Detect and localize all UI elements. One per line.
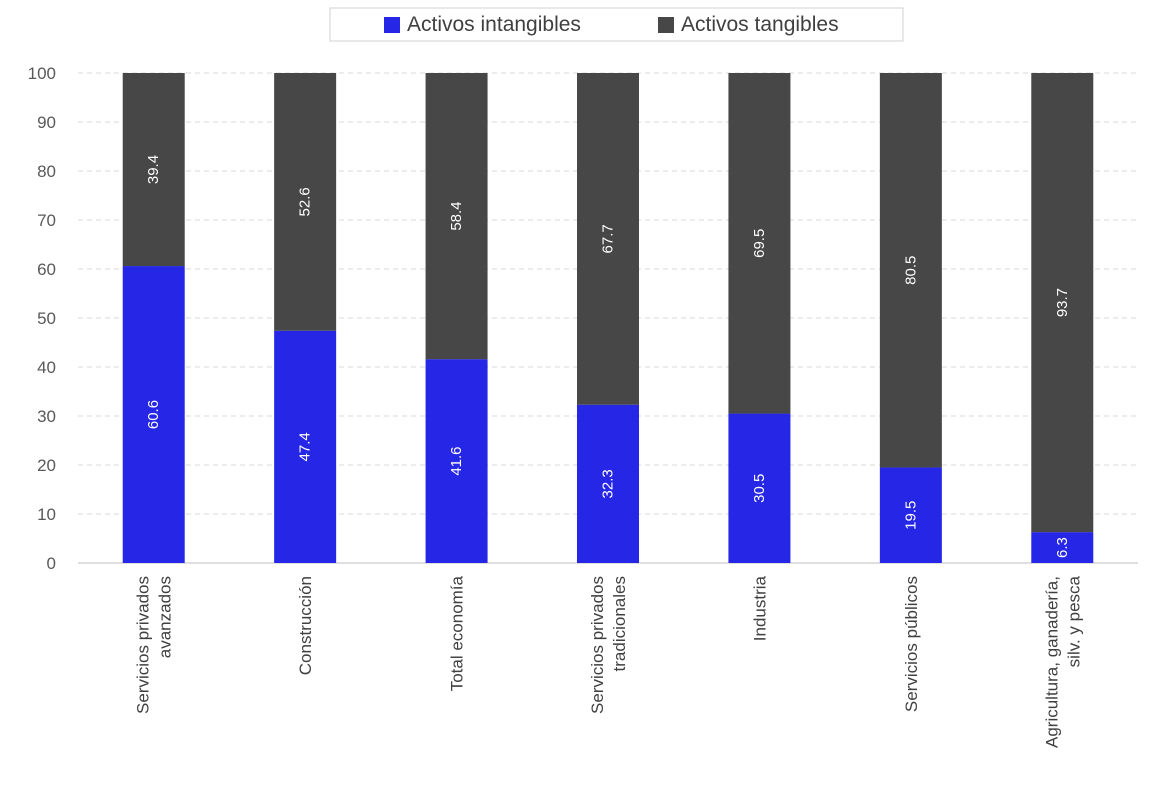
legend-frame	[329, 7, 904, 42]
legend-label-tangibles: Activos tangibles	[681, 13, 839, 36]
y-tick-label: 10	[37, 505, 56, 524]
y-tick-label: 90	[37, 113, 56, 132]
y-tick-label: 50	[37, 309, 56, 328]
data-label: 30.5	[751, 474, 768, 503]
data-label: 80.5	[902, 256, 919, 285]
y-axis: 0 10 20 30 40 50 60 70 80 90 100	[28, 64, 1138, 573]
data-label: 93.7	[1054, 288, 1071, 317]
y-tick-label: 60	[37, 260, 56, 279]
data-label: 47.4	[297, 432, 314, 461]
category-label-line: Servicios privados	[134, 576, 153, 714]
chart-legend: Activos intangibles Activos tangibles	[329, 7, 904, 42]
x-axis: Servicios privados avanzados Construcción T…	[134, 575, 1084, 748]
data-label: 67.7	[600, 224, 617, 253]
data-label: 69.5	[751, 229, 768, 258]
category-label: Agricultura, ganadería, silv. y pesca	[1042, 575, 1083, 748]
bars	[122, 73, 1094, 563]
category-label-line: avanzados	[156, 576, 175, 658]
bar-segment-tangibles	[1031, 73, 1094, 533]
legend-label-intangibles: Activos intangibles	[407, 13, 581, 36]
bar-segment-intangibles	[728, 413, 791, 563]
data-label: 32.3	[600, 469, 617, 498]
data-label: 58.4	[448, 201, 465, 230]
bar-segment-tangibles	[274, 73, 337, 331]
category-label: Total economía	[448, 575, 467, 691]
y-tick-label: 40	[37, 358, 56, 377]
category-label-line: Servicios públicos	[902, 576, 921, 712]
bar-segment-intangibles	[577, 404, 639, 563]
category-label-line: silv. y pesca	[1064, 575, 1083, 667]
y-tick-label: 70	[37, 211, 56, 230]
data-label: 60.6	[145, 400, 162, 429]
y-tick-label: 0	[47, 554, 56, 573]
y-tick-label: 100	[28, 64, 56, 83]
category-label: Servicios privados tradicionales	[588, 576, 629, 714]
category-label-line: Agricultura, ganadería,	[1042, 576, 1061, 748]
gridlines	[78, 72, 1138, 515]
bar-segment-intangibles	[1031, 532, 1094, 563]
category-label: Servicios privados avanzados	[134, 576, 175, 714]
category-label: Servicios públicos	[902, 576, 921, 712]
bar-segment-intangibles	[274, 330, 337, 563]
bar-segment-intangibles	[425, 359, 488, 563]
y-tick-label: 20	[37, 456, 56, 475]
data-label: 41.6	[448, 446, 465, 475]
legend-swatch-tangibles	[658, 17, 674, 33]
category-label-line: Construcción	[296, 576, 315, 675]
bar-segment-intangibles	[879, 467, 942, 563]
bar-segment-tangibles	[122, 73, 185, 267]
data-labels: 60.6 39.4 47.4 52.6 41.6 58.4 32.3 67.7 30.5 69.5…	[145, 155, 1071, 558]
bar-segment-tangibles	[879, 73, 942, 468]
bar-segment-tangibles	[425, 73, 488, 360]
category-label-line: Industria	[750, 575, 769, 641]
category-label-line: Servicios privados	[588, 576, 607, 714]
category-label-line: Total economía	[448, 575, 467, 691]
bar-segment-intangibles	[122, 266, 185, 563]
y-tick-label: 30	[37, 407, 56, 426]
data-label: 19.5	[902, 501, 919, 530]
y-tick-label: 80	[37, 162, 56, 181]
data-label: 52.6	[297, 187, 314, 216]
bar-segment-tangibles	[577, 73, 639, 405]
category-label: Construcción	[296, 576, 315, 675]
category-label-line: tradicionales	[610, 576, 629, 671]
data-label: 39.4	[145, 155, 162, 184]
category-label: Industria	[750, 575, 769, 641]
legend-swatch-intangibles	[384, 17, 400, 33]
bar-segment-tangibles	[728, 73, 791, 414]
data-label: 6.3	[1054, 537, 1071, 558]
